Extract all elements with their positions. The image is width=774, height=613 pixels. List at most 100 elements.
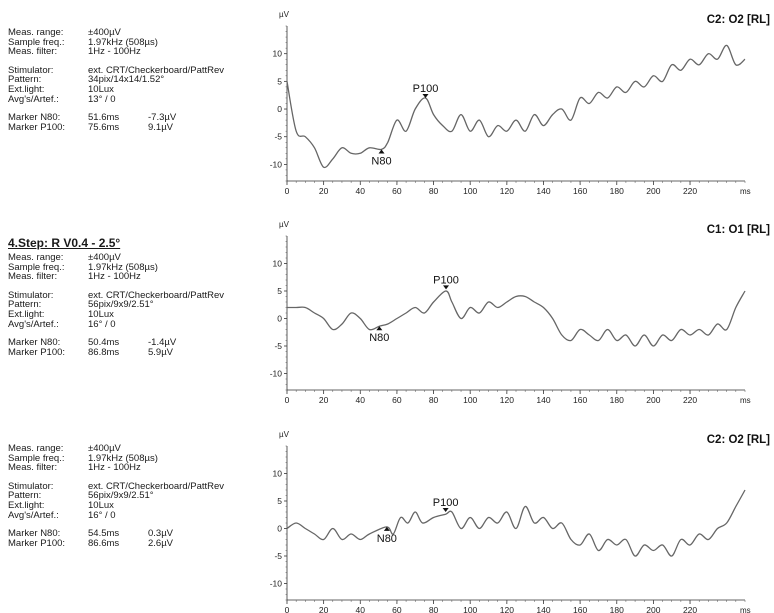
x-tick-label: 100 <box>463 395 477 405</box>
avgs-value: 16° / 0 <box>88 509 116 521</box>
marker-p100-amp: 5.9µV <box>148 346 174 358</box>
marker-p100-amp: 9.1µV <box>148 121 174 133</box>
sample-freq-label: Sample freq.: <box>8 452 65 464</box>
y-tick-label: 5 <box>277 496 282 506</box>
x-tick-label: 180 <box>610 186 624 196</box>
x-tick-label: 0 <box>285 605 290 613</box>
marker-n80-triangle <box>376 326 383 331</box>
pattern-label: Pattern: <box>8 490 42 502</box>
marker-p100-label: Marker P100: <box>8 537 66 549</box>
y-tick-label: -10 <box>270 159 283 169</box>
x-tick-label: 40 <box>356 186 366 196</box>
marker-n80-amp: -7.3µV <box>148 112 177 124</box>
marker-n80-label: Marker N80: <box>8 337 61 349</box>
stimulator-label: Stimulator: <box>8 289 54 301</box>
x-tick-label: 140 <box>536 186 550 196</box>
stimulator-value: ext. CRT/Checkerboard/PattRev <box>88 64 225 76</box>
meas-range-value: ±400µV <box>88 443 121 454</box>
vep-trace <box>286 489 746 557</box>
y-tick-label: -10 <box>270 579 283 589</box>
x-tick-label: 0 <box>285 186 290 196</box>
x-tick-label: 180 <box>610 395 624 405</box>
ext-light-value: 10Lux <box>88 308 114 320</box>
ext-light-label: Ext.light: <box>8 308 45 320</box>
x-tick-label: 60 <box>392 605 402 613</box>
panel-3-info: Meas. range: ±400µV Sample freq.: 1.97kHz … <box>8 444 273 548</box>
x-tick-label: 200 <box>646 186 660 196</box>
marker-p100-label: Marker P100: <box>8 121 66 133</box>
avgs-label: Avg's/Artef.: <box>8 318 59 330</box>
x-tick-label: 80 <box>429 186 439 196</box>
x-tick-label: 120 <box>500 605 514 613</box>
y-tick-label: 0 <box>277 314 282 324</box>
panel-2-info: 4.Step: R V0.4 - 2.5° Meas. range: ±400µV… <box>8 236 273 357</box>
meas-filter-value: 1Hz - 100Hz <box>88 462 141 474</box>
x-tick-label: 220 <box>683 395 697 405</box>
marker-n80-time: 51.6ms <box>88 112 120 124</box>
step-heading: 4.Step: R V0.4 - 2.5° <box>8 236 121 250</box>
chart-title: C2: O2 [RL] <box>707 14 770 26</box>
chart-3: 10 5 0 -5 -10 0 20 40 60 80 100 120 140 160 180 200 220 µ… <box>270 430 770 613</box>
marker-n80-label: Marker N80: <box>8 528 61 540</box>
y-tick-label: 5 <box>277 76 282 86</box>
marker-p100-triangle <box>422 93 429 98</box>
marker-p100-label: P100 <box>433 497 459 509</box>
meas-range-value: ±400µV <box>88 252 121 263</box>
sample-freq-value: 1.97kHz (508µs) <box>88 261 158 273</box>
x-tick-label: 160 <box>573 605 587 613</box>
x-tick-label: 220 <box>683 605 697 613</box>
avgs-value: 16° / 0 <box>88 318 116 330</box>
y-unit-label: µV <box>279 10 290 19</box>
x-tick-label: 80 <box>429 395 439 405</box>
x-tick-label: 200 <box>646 605 660 613</box>
x-unit-label: ms <box>740 187 751 196</box>
ext-light-value: 10Lux <box>88 499 114 511</box>
marker-p100-triangle <box>442 508 449 512</box>
marker-n80-triangle <box>383 526 390 531</box>
y-tick-label: -5 <box>274 551 282 561</box>
marker-n80-amp: -1.4µV <box>148 337 177 349</box>
y-tick-label: 0 <box>277 524 282 534</box>
y-tick-label: -5 <box>274 341 282 351</box>
marker-p100-time: 86.6ms <box>88 537 120 549</box>
x-unit-label: ms <box>740 606 751 613</box>
marker-p100-label: P100 <box>433 274 459 286</box>
stimulator-label: Stimulator: <box>8 64 54 76</box>
y-tick-label: 5 <box>277 286 282 296</box>
x-tick-label: 160 <box>573 186 587 196</box>
meas-filter-label: Meas. filter: <box>8 46 58 58</box>
x-tick-label: 40 <box>356 605 366 613</box>
x-tick-label: 20 <box>319 605 329 613</box>
x-tick-label: 0 <box>285 395 290 405</box>
marker-n80-label: N80 <box>371 155 391 167</box>
x-tick-label: 220 <box>683 186 697 196</box>
meas-filter-label: Meas. filter: <box>8 462 58 474</box>
meas-filter-value: 1Hz - 100Hz <box>88 271 141 283</box>
meas-range-label: Meas. range: <box>8 252 64 263</box>
y-tick-label: 10 <box>273 469 283 479</box>
y-tick-label: 10 <box>273 259 283 269</box>
x-tick-label: 60 <box>392 395 402 405</box>
pattern-value: 34pix/14x14/1.52° <box>88 74 165 86</box>
marker-p100-time: 75.6ms <box>88 121 120 133</box>
y-tick-label: -5 <box>274 132 282 142</box>
marker-p100-label: P100 <box>413 83 439 95</box>
ext-light-value: 10Lux <box>88 83 114 95</box>
chart-2: 10 5 0 -5 -10 0 20 40 60 80 100 120 140 160 180 200 220 µ… <box>270 220 770 405</box>
marker-n80-time: 50.4ms <box>88 337 120 349</box>
x-tick-label: 180 <box>610 605 624 613</box>
stimulator-value: ext. CRT/Checkerboard/PattRev <box>88 289 225 301</box>
y-tick-label: -10 <box>270 369 283 379</box>
x-tick-label: 160 <box>573 395 587 405</box>
chart-title: C2: O2 [RL] <box>707 434 770 446</box>
x-tick-label: 40 <box>356 395 366 405</box>
x-tick-label: 80 <box>429 605 439 613</box>
avgs-label: Avg's/Artef.: <box>8 93 59 105</box>
marker-p100-label: Marker P100: <box>8 346 66 358</box>
ext-light-label: Ext.light: <box>8 499 45 511</box>
vep-trace <box>286 290 746 347</box>
stimulator-value: ext. CRT/Checkerboard/PattRev <box>88 480 225 492</box>
sample-freq-label: Sample freq.: <box>8 36 65 48</box>
sample-freq-value: 1.97kHz (508µs) <box>88 452 158 464</box>
y-tick-label: 0 <box>277 104 282 114</box>
